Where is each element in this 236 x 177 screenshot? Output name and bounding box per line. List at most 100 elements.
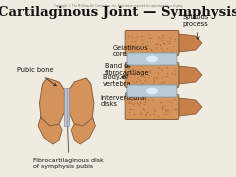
Text: Intervertebral
disks: Intervertebral disks bbox=[101, 92, 147, 107]
Point bbox=[129, 70, 133, 73]
Point bbox=[140, 34, 143, 37]
FancyBboxPatch shape bbox=[125, 95, 179, 119]
Point bbox=[165, 71, 169, 74]
Point bbox=[145, 39, 149, 42]
Point bbox=[148, 69, 152, 72]
Point bbox=[142, 103, 146, 106]
Point bbox=[128, 107, 131, 110]
Polygon shape bbox=[71, 116, 95, 144]
Point bbox=[130, 79, 134, 82]
Point bbox=[127, 99, 131, 102]
Polygon shape bbox=[179, 98, 202, 116]
Point bbox=[131, 67, 135, 70]
Point bbox=[131, 70, 135, 73]
Point bbox=[167, 111, 171, 114]
Point bbox=[141, 106, 145, 109]
FancyBboxPatch shape bbox=[125, 62, 179, 87]
Point bbox=[136, 45, 140, 47]
Point bbox=[173, 108, 177, 110]
Point bbox=[143, 99, 147, 102]
Point bbox=[127, 101, 131, 104]
Point bbox=[148, 73, 151, 76]
Point bbox=[142, 76, 146, 79]
Text: Body of
vertebra: Body of vertebra bbox=[103, 73, 131, 87]
Point bbox=[143, 100, 147, 103]
Point bbox=[158, 42, 161, 45]
Point bbox=[131, 68, 134, 71]
Point bbox=[156, 67, 160, 70]
Point bbox=[152, 108, 156, 111]
Point bbox=[160, 39, 164, 42]
Point bbox=[139, 34, 143, 37]
Point bbox=[138, 78, 142, 81]
Point bbox=[145, 49, 149, 52]
Point bbox=[160, 33, 164, 36]
Bar bbox=[64, 88, 69, 126]
Point bbox=[142, 79, 146, 81]
Point bbox=[156, 43, 159, 45]
Point bbox=[162, 80, 166, 83]
Point bbox=[154, 43, 158, 46]
Point bbox=[165, 40, 169, 42]
Point bbox=[138, 112, 142, 115]
Point bbox=[131, 46, 135, 49]
Point bbox=[157, 66, 161, 69]
Point bbox=[168, 36, 172, 39]
Point bbox=[139, 65, 143, 68]
Point bbox=[160, 100, 164, 103]
Point bbox=[132, 74, 136, 77]
Text: Cartilaginous Joint — Symphysis: Cartilaginous Joint — Symphysis bbox=[0, 6, 236, 19]
Point bbox=[152, 79, 156, 82]
Point bbox=[167, 100, 171, 103]
Point bbox=[151, 50, 155, 53]
Point bbox=[152, 75, 156, 78]
Point bbox=[164, 113, 168, 115]
Point bbox=[135, 98, 139, 100]
Point bbox=[129, 102, 133, 104]
Point bbox=[142, 109, 146, 112]
Point bbox=[161, 50, 165, 53]
Point bbox=[173, 69, 177, 72]
Point bbox=[147, 74, 151, 77]
Point bbox=[141, 81, 144, 84]
Point bbox=[173, 97, 176, 100]
Point bbox=[140, 41, 144, 44]
Point bbox=[144, 79, 148, 82]
Point bbox=[160, 81, 163, 84]
Point bbox=[140, 39, 144, 42]
Point bbox=[148, 70, 151, 73]
Text: Copyright © The McGraw-Hill Companies, Inc. Permission required for reproduction: Copyright © The McGraw-Hill Companies, I… bbox=[54, 4, 182, 8]
Point bbox=[143, 113, 147, 116]
Point bbox=[157, 36, 161, 39]
Point bbox=[129, 102, 133, 104]
Point bbox=[129, 108, 133, 111]
Point bbox=[167, 109, 170, 112]
Point bbox=[164, 109, 168, 112]
Point bbox=[149, 48, 153, 51]
Point bbox=[149, 36, 152, 39]
Point bbox=[144, 114, 148, 117]
Point bbox=[169, 101, 173, 104]
Point bbox=[160, 36, 163, 39]
Point bbox=[156, 71, 160, 73]
Point bbox=[138, 101, 142, 104]
Point bbox=[140, 74, 144, 77]
Point bbox=[148, 69, 152, 72]
Point bbox=[147, 36, 151, 39]
Point bbox=[165, 74, 169, 77]
Point bbox=[171, 82, 175, 85]
Point bbox=[156, 75, 159, 78]
Point bbox=[153, 113, 156, 116]
Point bbox=[153, 42, 157, 45]
Polygon shape bbox=[38, 116, 62, 144]
Point bbox=[168, 41, 172, 44]
Point bbox=[161, 41, 164, 44]
Point bbox=[160, 68, 163, 70]
Text: Gelatinous
core: Gelatinous core bbox=[113, 44, 152, 59]
Text: Fibrocartilaginous disk
of symphysis pubis: Fibrocartilaginous disk of symphysis pub… bbox=[34, 122, 104, 169]
Point bbox=[146, 99, 150, 102]
Point bbox=[166, 41, 170, 44]
Point bbox=[141, 48, 145, 51]
Point bbox=[139, 101, 142, 104]
Point bbox=[137, 46, 141, 49]
